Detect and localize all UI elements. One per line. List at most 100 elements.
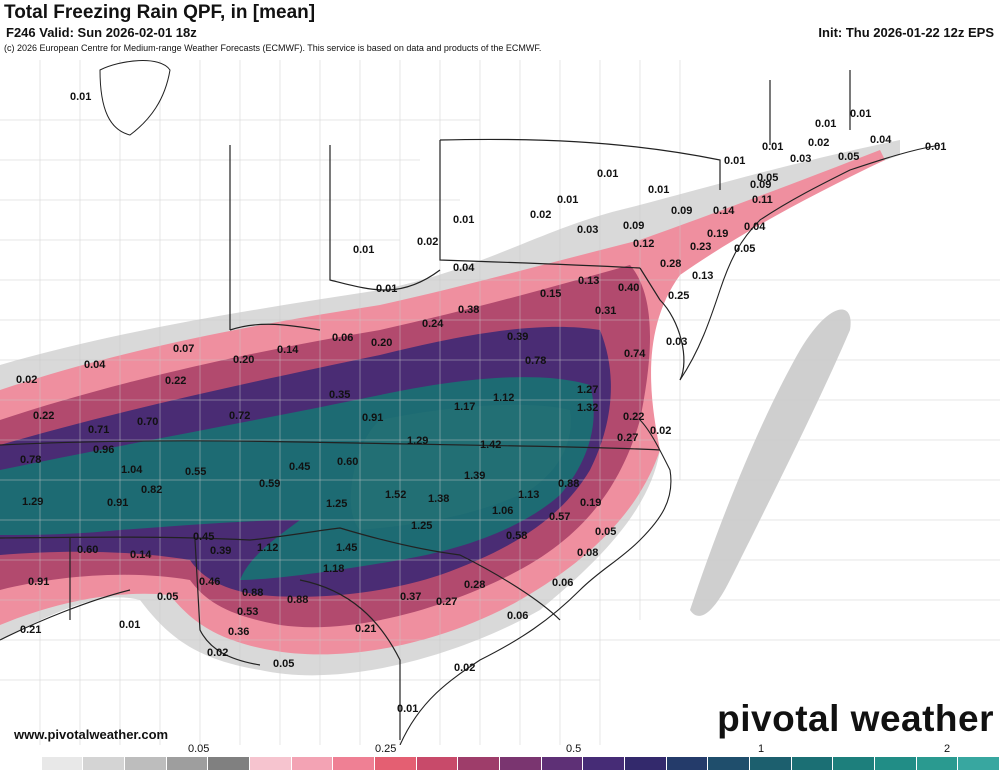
qpf-value: 0.06 (332, 332, 353, 344)
qpf-value: 0.04 (84, 359, 106, 371)
qpf-value: 0.01 (815, 118, 836, 130)
qpf-value: 0.91 (107, 497, 128, 509)
qpf-value: 0.05 (757, 172, 778, 184)
state-boundaries (0, 70, 851, 740)
qpf-value: 0.02 (16, 374, 37, 386)
colorbar-swatch (541, 757, 584, 770)
qpf-value: 1.13 (518, 489, 539, 501)
colorbar-swatch (875, 757, 917, 770)
qpf-value: 0.35 (329, 389, 350, 401)
colorbar-swatch (625, 757, 667, 770)
colorbar-swatch (458, 757, 501, 770)
qpf-value: 0.27 (617, 432, 638, 444)
qpf-value: 0.05 (273, 658, 294, 670)
qpf-value: 1.06 (492, 505, 513, 517)
qpf-value: 0.57 (549, 511, 570, 523)
qpf-value: 0.09 (750, 179, 771, 191)
qpf-value: 0.01 (353, 244, 374, 256)
qpf-value: 0.14 (713, 205, 735, 217)
qpf-value: 1.32 (577, 402, 598, 414)
qpf-value: 0.12 (633, 238, 654, 250)
qpf-value: 0.08 (577, 547, 598, 559)
qpf-value: 0.07 (173, 343, 194, 355)
qpf-value: 0.01 (724, 155, 745, 167)
colorbar-swatch (666, 757, 709, 770)
qpf-value: 1.25 (411, 520, 432, 532)
qpf-value-labels: 0.01 0.01 0.01 0.01 0.04 0.01 0.02 0.03 0.05 0.01… (16, 91, 946, 715)
init-time: Init: Thu 2026-01-22 12z EPS (818, 25, 994, 40)
qpf-value: 0.22 (33, 410, 54, 422)
qpf-value: 0.46 (199, 576, 220, 588)
colorbar-swatch (583, 757, 626, 770)
qpf-value: 1.17 (454, 401, 475, 413)
qpf-value: 0.31 (595, 305, 616, 317)
colorbar-swatch (291, 757, 334, 770)
qpf-value: 0.05 (157, 591, 178, 603)
qpf-value: 1.45 (336, 542, 357, 554)
qpf-value: 0.60 (77, 544, 98, 556)
qpf-value: 0.28 (464, 579, 485, 591)
valid-time: F246 Valid: Sun 2026-02-01 18z (6, 25, 197, 40)
qpf-value: 0.91 (28, 576, 49, 588)
brand-logo: pivotal weather (717, 698, 994, 739)
qpf-value: 0.23 (690, 241, 711, 253)
colorbar-swatch (83, 757, 126, 770)
qpf-value: 0.45 (289, 461, 310, 473)
qpf-value: 0.02 (417, 236, 438, 248)
qpf-value: 1.04 (121, 464, 143, 476)
qpf-value: 0.04 (744, 221, 766, 233)
colorbar-swatch (250, 757, 292, 770)
qpf-value: 0.40 (618, 282, 639, 294)
qpf-value: 0.01 (453, 214, 474, 226)
qpf-value: 0.01 (557, 194, 578, 206)
website-url[interactable]: www.pivotalweather.com (14, 727, 169, 742)
freezing-rain-map[interactable]: 0.01 0.01 0.01 0.01 0.04 0.01 0.02 0.03 0.05 0.01… (0, 55, 1000, 745)
qpf-value: 0.05 (838, 151, 859, 163)
qpf-value: 0.45 (193, 531, 214, 543)
precip-bands (0, 140, 900, 676)
colorbar-swatch (125, 757, 167, 770)
qpf-value: 0.70 (137, 416, 158, 428)
qpf-value: 0.01 (597, 168, 618, 180)
qpf-value: 0.14 (277, 344, 299, 356)
coastline (399, 144, 941, 745)
qpf-value: 0.21 (355, 623, 376, 635)
qpf-value: 0.03 (577, 224, 598, 236)
qpf-value: 0.09 (623, 220, 644, 232)
qpf-value: 1.42 (480, 439, 501, 451)
qpf-value: 0.78 (525, 355, 546, 367)
qpf-value: 1.52 (385, 489, 406, 501)
qpf-value: 0.03 (666, 336, 687, 348)
qpf-value: 0.05 (734, 243, 755, 255)
colorbar-swatch (375, 757, 417, 770)
qpf-value: 0.14 (130, 549, 152, 561)
qpf-value: 0.22 (165, 375, 186, 387)
qpf-value: 1.29 (22, 496, 43, 508)
qpf-value: 0.37 (400, 591, 421, 603)
map-title: Total Freezing Rain QPF, in [mean] (4, 2, 316, 23)
qpf-value: 0.05 (595, 526, 616, 538)
offshore-precip (690, 309, 851, 616)
colorbar-swatch (833, 757, 876, 770)
qpf-value: 0.06 (552, 577, 573, 589)
qpf-value: 0.20 (233, 354, 254, 366)
qpf-value: 0.01 (376, 283, 397, 295)
qpf-value: 0.53 (237, 606, 258, 618)
qpf-value: 0.20 (371, 337, 392, 349)
colorbar-swatch (333, 757, 376, 770)
qpf-value: 1.27 (577, 384, 598, 396)
qpf-value: 0.01 (762, 141, 783, 153)
qpf-value: 0.22 (623, 411, 644, 423)
qpf-value: 0.91 (362, 412, 383, 424)
qpf-value: 0.55 (185, 466, 206, 478)
qpf-value: 0.02 (454, 662, 475, 674)
qpf-value: 0.24 (422, 318, 444, 330)
qpf-value: 0.96 (93, 444, 114, 456)
qpf-value: 0.11 (752, 194, 773, 206)
qpf-value: 0.01 (397, 703, 418, 715)
qpf-value: 0.01 (925, 141, 946, 153)
qpf-value: 0.38 (458, 304, 479, 316)
qpf-value: 0.02 (808, 137, 829, 149)
qpf-value: 0.59 (259, 478, 280, 490)
colorbar-swatch (708, 757, 751, 770)
